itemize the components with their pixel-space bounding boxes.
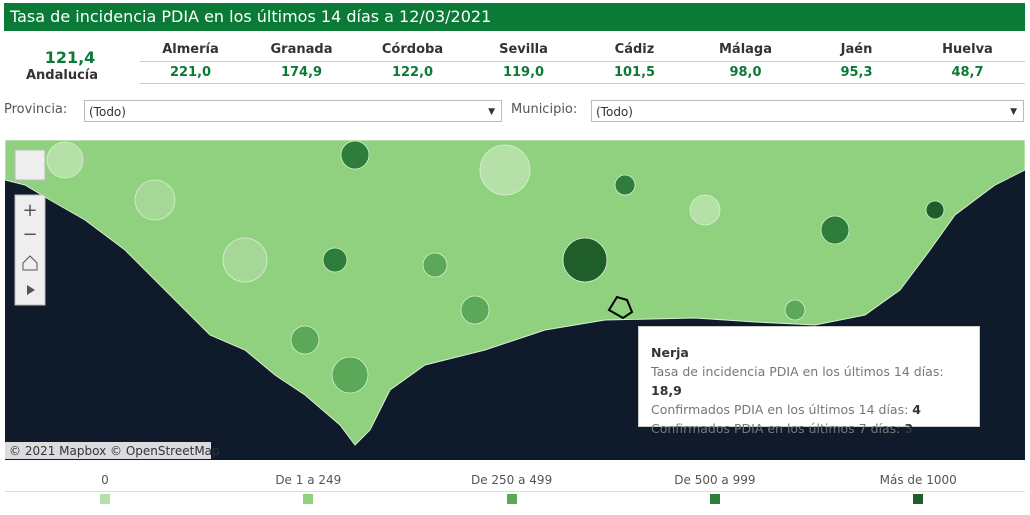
province-value: 119,0 [502,65,545,80]
province-value: 98,0 [729,65,762,80]
tooltip-label: Confirmados PDIA en los últimos 14 días: [651,402,909,417]
map-attribution: © 2021 Mapbox © OpenStreetMap [9,444,220,458]
tooltip-label: Confirmados PDIA en los últimos 7 días: [651,421,901,436]
province-value: 95,3 [840,65,873,80]
legend-label: De 250 a 499 [470,473,553,487]
filter-label: Municipio: [511,102,578,117]
filter-label: Provincia: [4,102,68,117]
divider [140,61,1025,62]
dropdown-arrow[interactable]: ▼ [1010,107,1017,117]
divider [140,83,1025,84]
legend-label: De 1 a 249 [275,473,342,487]
legend-label: 0 [101,473,109,487]
land [5,140,1025,446]
tooltip-line: Confirmados PDIA en los últimos 14 días:… [651,400,967,419]
province-name: Jaén [840,42,873,57]
legend-label: De 500 a 999 [674,473,756,487]
zoom-controls[interactable] [14,194,46,306]
legend-swatch [506,494,517,504]
tooltip-lines: Tasa de incidencia PDIA en los últimos 1… [651,362,967,438]
province-name: Huelva [942,42,993,57]
province-name: Málaga [718,42,772,57]
summary-value: 121,4 [44,48,96,67]
filter-dropdown[interactable]: (Todo) ▼ [84,100,502,122]
legend-label: Más de 1000 [879,473,957,487]
legend-swatch [303,494,314,504]
province-value: 221,0 [169,65,212,80]
summary-label: Andalucía [25,68,99,83]
zoom-out[interactable]: − [22,224,37,245]
province-name: Córdoba [381,42,444,57]
province-value: 101,5 [613,65,656,80]
tooltip: Nerja Tasa de incidencia PDIA en los últ… [638,326,980,436]
nerja-highlight [607,295,634,320]
divider [5,491,1025,492]
province-name: Sevilla [499,42,548,57]
dropdown-arrow[interactable]: ▼ [488,107,495,117]
legend-swatch [100,494,110,504]
filter-dropdown[interactable]: (Todo) ▼ [591,100,1024,122]
tooltip-value: 3 [904,421,914,436]
province-name: Almería [162,42,219,57]
province-value: 174,9 [280,65,323,80]
tooltip-label: Tasa de incidencia PDIA en los últimos 1… [651,364,944,379]
attribution-bg [5,442,211,459]
header-title: Tasa de incidencia PDIA en los últimos 1… [4,3,1025,31]
province-name: Granada [270,42,333,57]
search-button[interactable] [14,149,46,181]
map-controls: + − [14,149,46,306]
zoom-in[interactable]: + [22,200,37,221]
play-button[interactable] [27,285,35,295]
legend-swatch [709,494,720,504]
home-button[interactable] [22,255,38,271]
province-value: 122,0 [391,65,434,80]
province-name: Cádiz [614,42,655,57]
tooltip-value: 18,9 [651,383,682,398]
tooltip-value: 4 [912,402,921,417]
province-value: 48,7 [951,65,984,80]
tooltip-line: Confirmados PDIA en los últimos 7 días: … [651,419,967,438]
municipalities [46,140,945,394]
legend-swatch [913,494,924,504]
tooltip-title: Nerja [651,345,689,360]
tooltip-line: Tasa de incidencia PDIA en los últimos 1… [651,362,967,400]
